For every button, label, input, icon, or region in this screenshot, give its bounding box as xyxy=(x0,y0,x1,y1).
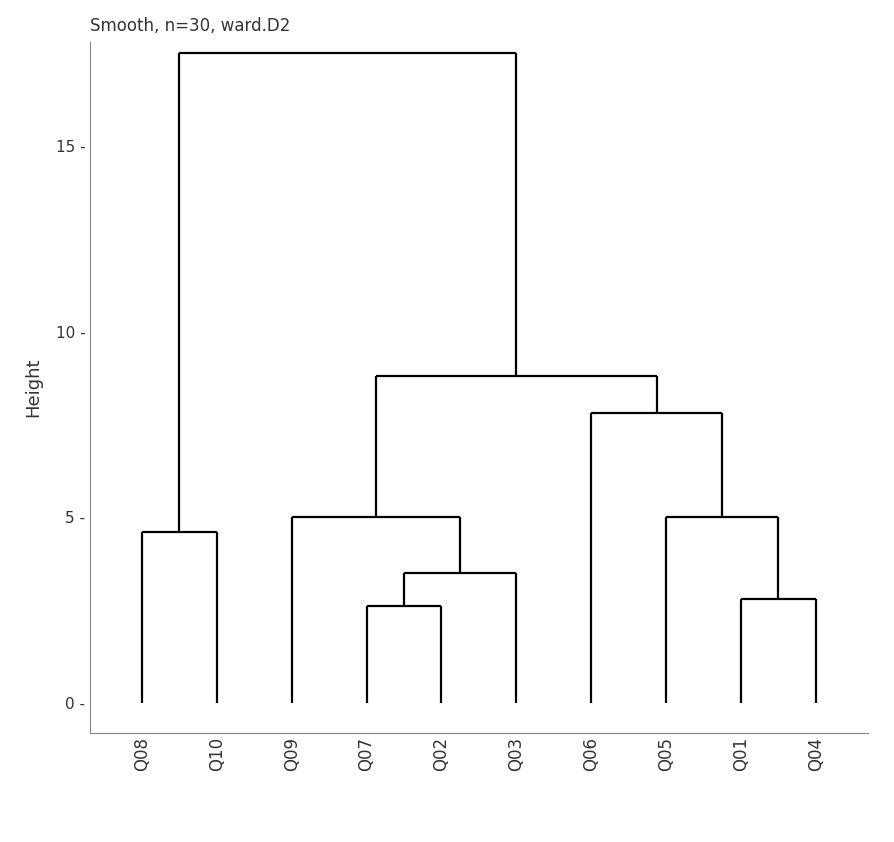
Y-axis label: Height: Height xyxy=(24,358,42,417)
Text: Smooth, n=30, ward.D2: Smooth, n=30, ward.D2 xyxy=(89,17,290,35)
